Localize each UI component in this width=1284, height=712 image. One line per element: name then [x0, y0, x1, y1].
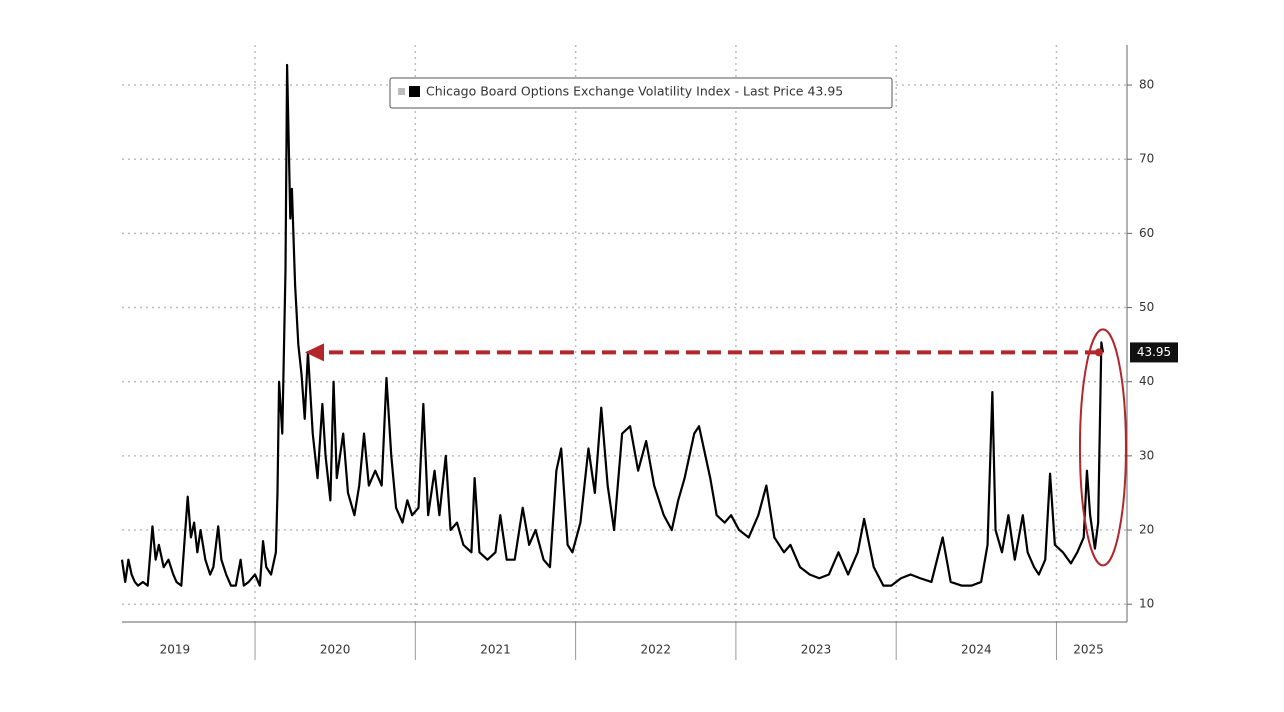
arrow-tail [1094, 348, 1103, 357]
legend-swatch [409, 86, 420, 97]
last-price-badge [1130, 342, 1178, 363]
y-tick-label: 60 [1139, 226, 1154, 240]
legend-box [389, 77, 893, 109]
line-layer [120, 63, 1105, 587]
x-tick-label: 2021 [480, 643, 511, 657]
legend: Chicago Board Options Exchange Volatilit… [389, 77, 893, 109]
y-tick-label: 70 [1139, 152, 1154, 166]
legend-icon [398, 88, 405, 95]
x-tick-label: 2024 [961, 643, 992, 657]
x-tick-label: 2022 [640, 643, 671, 657]
y-tick-label: 30 [1139, 448, 1154, 462]
arrow-head [305, 343, 324, 362]
last-price-label: 43.95 [1137, 345, 1171, 359]
x-tick-label: 2023 [801, 643, 832, 657]
x-tick-label: 2019 [160, 643, 191, 657]
annotation-layer: 43.95 [305, 328, 1178, 567]
highlight-ellipse [1078, 328, 1127, 567]
y-tick-label: 20 [1139, 523, 1154, 537]
grid-layer: 10 20 30 40 50 60 70 80 2019 2020 2021 2022 2023 2024… [122, 45, 1154, 660]
y-tick-label: 50 [1139, 300, 1154, 314]
x-tick-label: 2025 [1073, 643, 1104, 657]
y-tick-label: 40 [1139, 374, 1154, 388]
legend-label: Chicago Board Options Exchange Volatilit… [426, 84, 843, 99]
x-tick-label: 2020 [320, 643, 351, 657]
y-tick-label: 80 [1139, 78, 1154, 92]
series-line [120, 63, 1105, 587]
y-tick-label: 10 [1139, 597, 1154, 611]
